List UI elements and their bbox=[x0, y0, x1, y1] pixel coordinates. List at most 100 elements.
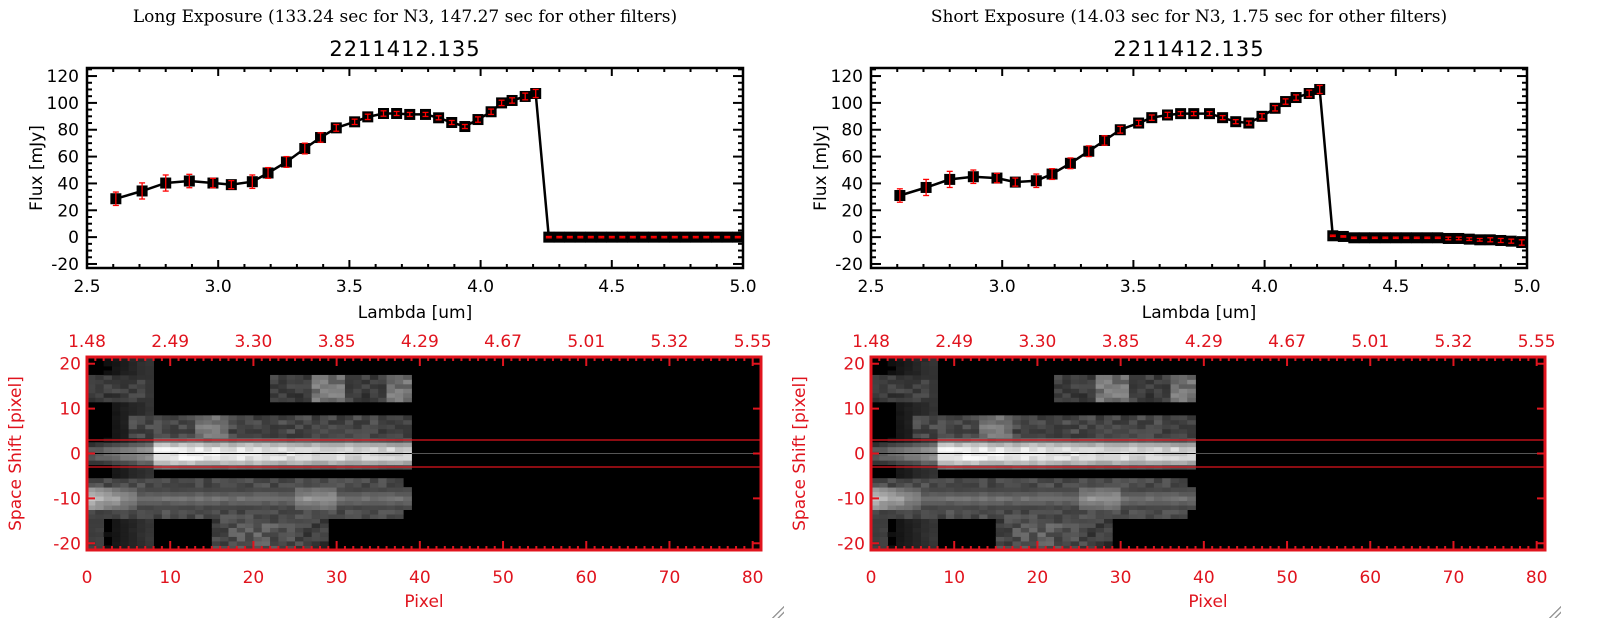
image-pixel bbox=[1103, 388, 1113, 394]
image-pixel bbox=[920, 532, 930, 537]
image-pixel bbox=[912, 397, 922, 403]
image-pixel bbox=[178, 509, 188, 515]
image-pixel bbox=[1103, 536, 1113, 542]
image-pixel bbox=[195, 514, 204, 519]
image-pixel bbox=[1087, 518, 1097, 524]
image-pixel bbox=[962, 442, 972, 448]
resize-grip-left[interactable] bbox=[772, 606, 784, 618]
image-pixel bbox=[253, 460, 263, 466]
image-pixel bbox=[195, 505, 204, 511]
image-pixel bbox=[319, 487, 329, 493]
image-pixel bbox=[920, 357, 930, 362]
image-pixel bbox=[178, 478, 188, 484]
image-pixel bbox=[1079, 482, 1088, 488]
image-pixel bbox=[1037, 487, 1047, 493]
image-pixel bbox=[378, 415, 387, 421]
image-pixel bbox=[920, 500, 930, 506]
image-pixel bbox=[1120, 419, 1130, 425]
image-pixel bbox=[87, 532, 96, 537]
image-pixel bbox=[1162, 397, 1171, 403]
image-pixel bbox=[995, 424, 1005, 430]
image-pixel bbox=[386, 487, 396, 493]
image-pixel bbox=[95, 374, 105, 380]
image-pixel bbox=[128, 541, 138, 546]
image-pixel bbox=[995, 487, 1005, 493]
image-pixel bbox=[970, 442, 980, 448]
image-pixel bbox=[1020, 428, 1030, 434]
image-pixel bbox=[1162, 388, 1171, 394]
image-pixel bbox=[1128, 460, 1138, 466]
top-x-tick-label: 2.49 bbox=[151, 332, 189, 352]
image-pixel bbox=[344, 388, 354, 394]
image-pixel bbox=[170, 482, 179, 488]
image-pixel bbox=[1112, 514, 1122, 519]
image-pixel bbox=[203, 478, 213, 484]
image-pixel bbox=[1045, 415, 1055, 421]
image-pixel bbox=[1087, 419, 1097, 425]
image-pixel bbox=[120, 455, 129, 461]
plot-frame bbox=[869, 66, 1529, 270]
image-pixel bbox=[303, 397, 313, 403]
image-pixel bbox=[394, 419, 404, 425]
image-pixel bbox=[394, 482, 404, 488]
image-pixel bbox=[111, 478, 121, 484]
image-pixel bbox=[1162, 428, 1171, 434]
image-pixel bbox=[1170, 487, 1180, 493]
image-pixel bbox=[270, 523, 279, 528]
error-bar bbox=[209, 177, 216, 189]
image-pixel bbox=[1070, 419, 1080, 425]
image-pixel bbox=[353, 379, 362, 385]
image-pixel bbox=[311, 397, 321, 403]
image-pixel bbox=[211, 460, 221, 466]
image-pixel bbox=[1178, 487, 1188, 493]
error-bar bbox=[1361, 236, 1368, 240]
image-pixel bbox=[386, 446, 396, 452]
image-pixel bbox=[328, 415, 338, 421]
image-pixel bbox=[95, 509, 105, 515]
image-pixel bbox=[228, 428, 238, 434]
image-pixel bbox=[344, 446, 354, 452]
image-pixel bbox=[136, 473, 146, 479]
image-pixel bbox=[103, 383, 113, 389]
image-pixel bbox=[1095, 392, 1105, 398]
image-pixel bbox=[394, 379, 404, 385]
image-pixel bbox=[1012, 487, 1022, 493]
image-pixel bbox=[228, 491, 238, 497]
image-pixel bbox=[987, 491, 997, 497]
image-pixel bbox=[328, 496, 338, 502]
image-pixel bbox=[344, 433, 354, 439]
image-pixel bbox=[111, 496, 121, 502]
image-pixel bbox=[1029, 428, 1038, 434]
image-pixel bbox=[303, 419, 313, 425]
image-pixel bbox=[295, 514, 304, 519]
image-pixel bbox=[1004, 442, 1013, 448]
image-pixel bbox=[1178, 505, 1188, 511]
image-pixel bbox=[211, 455, 221, 461]
image-pixel bbox=[353, 505, 362, 511]
image-pixel bbox=[1103, 518, 1113, 524]
image-pixel bbox=[353, 428, 362, 434]
image-pixel bbox=[1012, 428, 1022, 434]
image-pixel bbox=[1054, 482, 1063, 488]
image-pixel bbox=[920, 365, 930, 371]
image-pixel bbox=[1037, 419, 1047, 425]
image-pixel bbox=[1045, 541, 1055, 546]
image-pixel bbox=[1012, 442, 1022, 448]
image-pixel bbox=[1079, 487, 1088, 493]
image-pixel bbox=[954, 455, 963, 461]
image-pixel bbox=[1187, 442, 1196, 448]
image-pixel bbox=[1145, 424, 1155, 430]
image-pixel bbox=[912, 469, 922, 475]
image-pixel bbox=[1170, 478, 1180, 484]
image-pixel bbox=[136, 419, 146, 425]
image-pixel bbox=[319, 460, 329, 466]
image-pixel bbox=[1070, 514, 1080, 519]
image-pixel bbox=[336, 383, 346, 389]
image-pixel bbox=[912, 536, 922, 542]
image-pixel bbox=[278, 442, 288, 448]
image-pixel bbox=[937, 428, 947, 434]
resize-grip-right[interactable] bbox=[1549, 606, 1561, 618]
image-pixel bbox=[245, 415, 254, 421]
image-pixel bbox=[1095, 455, 1105, 461]
image-pixel bbox=[145, 536, 154, 542]
